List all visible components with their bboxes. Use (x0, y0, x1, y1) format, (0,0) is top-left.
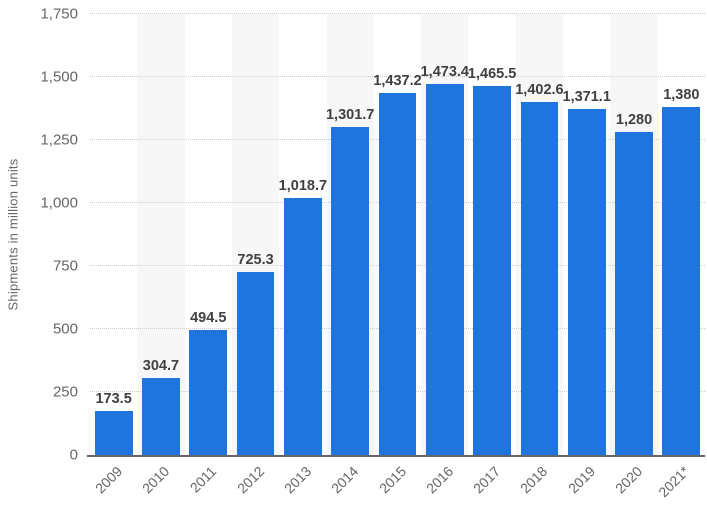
bar[interactable] (425, 83, 464, 455)
bar[interactable] (567, 109, 606, 455)
bar[interactable] (520, 101, 559, 455)
y-axis-title: Shipments in million units (5, 158, 21, 311)
y-tick-label: 1,000 (40, 194, 78, 212)
bar[interactable] (662, 107, 701, 455)
bar-value-label: 1,437.2 (373, 72, 422, 89)
bar[interactable] (378, 92, 417, 455)
y-tick-label: 1,250 (40, 131, 78, 149)
bar-value-label: 304.7 (142, 358, 180, 375)
bar-value-label: 1,280 (615, 112, 653, 129)
y-tick-label: 250 (52, 383, 78, 401)
bar[interactable] (236, 272, 275, 455)
bar[interactable] (189, 330, 228, 455)
x-axis-line (87, 455, 90, 457)
bar-value-label: 1,018.7 (278, 178, 328, 195)
y-tick-label: 1,500 (40, 68, 78, 86)
bar-value-label: 173.5 (95, 391, 132, 408)
bar[interactable] (473, 85, 512, 455)
grid-line (90, 76, 705, 77)
y-tick-label: 750 (52, 257, 78, 275)
bar[interactable] (331, 126, 370, 455)
grid-line (90, 13, 705, 14)
bar-value-label: 1,465.5 (467, 65, 517, 82)
y-axis-title-wrap: Shipments in million units (0, 14, 26, 455)
y-tick-label: 1,750 (40, 5, 78, 23)
y-axis: 0 250 500 750 1,000 1,250 1,500 1,750 (26, 6, 84, 464)
bar[interactable] (94, 411, 133, 455)
bar-value-label: 1,301.7 (325, 106, 375, 123)
bar-value-label: 494.5 (190, 310, 227, 327)
bar-value-label: 1,380 (663, 87, 700, 104)
bar-value-label: 1,371.1 (562, 89, 611, 106)
bar-value-label: 1,402.6 (515, 81, 564, 98)
bar-value-label: 1,473.4 (420, 63, 469, 80)
bar[interactable] (142, 378, 180, 455)
y-tick-label: 500 (52, 320, 78, 338)
y-tick-label: 0 (69, 446, 78, 464)
bar-value-label: 725.3 (237, 252, 274, 269)
plot-area: 173.5 304.7 494.5 725.3 1,018.7 1,301.7 1,437.… (87, 13, 705, 457)
x-axis: 2009 2010 2011 2012 2013 2014 2015 2016 2017 2018… (90, 457, 705, 507)
bar[interactable] (283, 198, 322, 455)
bar[interactable] (615, 132, 653, 455)
x-tick-label: 2009 (91, 463, 125, 497)
